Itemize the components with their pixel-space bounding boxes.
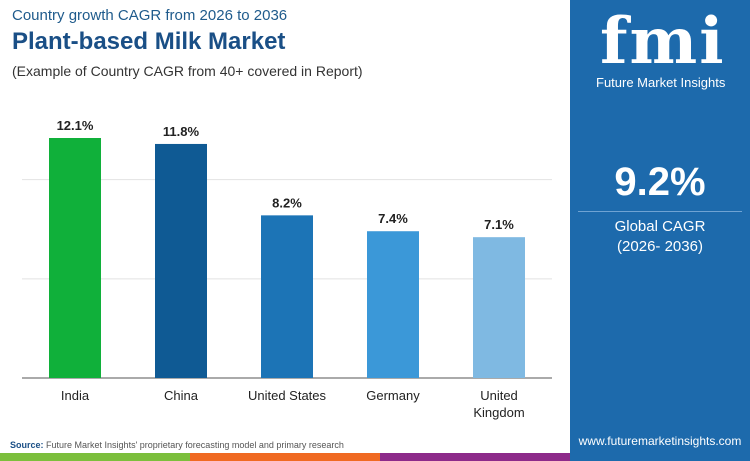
category-label: Germany — [366, 388, 420, 403]
divider — [578, 211, 742, 212]
chart-note: (Example of Country CAGR from 40+ covere… — [12, 63, 363, 79]
cagr-label: Global CAGR — [614, 218, 706, 235]
bar — [473, 237, 525, 378]
bar-chart: 12.1% India 11.8% China 8.2% United States 7.4… — [22, 118, 552, 420]
bar — [49, 138, 101, 378]
color-strip-4 — [570, 453, 750, 461]
fmi-logo: fmi — [600, 4, 726, 79]
bar — [155, 143, 207, 378]
category-label: India — [61, 388, 90, 403]
info-panel: fmi Future Market Insights 9.2% Global C… — [570, 0, 750, 453]
data-label: 12.1% — [57, 118, 94, 133]
source-text: Future Market Insights' proprietary fore… — [46, 440, 344, 450]
color-strip-1 — [0, 453, 190, 461]
bar — [367, 231, 419, 378]
color-strip-2 — [190, 453, 380, 461]
logo-subtitle: Future Market Insights — [596, 75, 726, 90]
data-label: 7.4% — [378, 211, 408, 226]
source-note: Source: Future Market Insights' propriet… — [10, 440, 344, 450]
category-label: China — [164, 388, 199, 403]
data-label: 11.8% — [163, 124, 200, 139]
source-label: Source: — [10, 440, 44, 450]
cagr-period: (2026- 2036) — [617, 238, 703, 255]
data-label: 7.1% — [484, 217, 514, 232]
data-label: 8.2% — [272, 195, 302, 210]
category-label: United States — [248, 388, 327, 403]
website-link[interactable]: www.futuremarketinsights.com — [578, 434, 742, 448]
category-label: United Kingdom — [473, 388, 524, 420]
color-strip-3 — [380, 453, 570, 461]
chart-subtitle: Country growth CAGR from 2026 to 2036 — [12, 7, 288, 24]
global-cagr-value: 9.2% — [614, 160, 706, 204]
chart-title: Plant-based Milk Market — [12, 28, 286, 55]
global-cagr-label: Global CAGR (2026- 2036) — [570, 217, 750, 257]
bar — [261, 215, 313, 378]
